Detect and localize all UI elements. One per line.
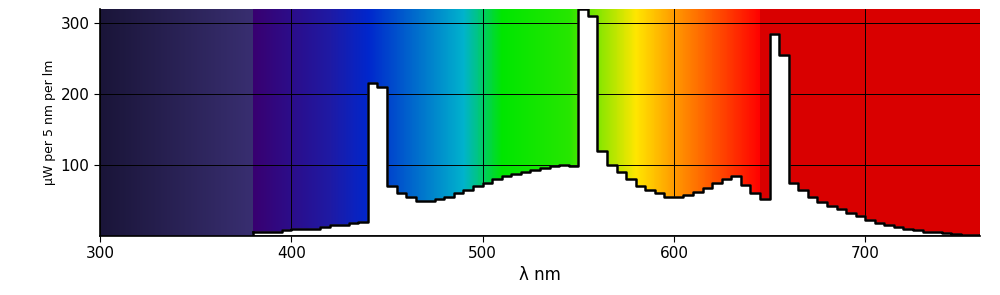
X-axis label: λ nm: λ nm — [519, 266, 561, 283]
Polygon shape — [253, 9, 980, 236]
Y-axis label: μW per 5 nm per lm: μW per 5 nm per lm — [43, 60, 56, 185]
